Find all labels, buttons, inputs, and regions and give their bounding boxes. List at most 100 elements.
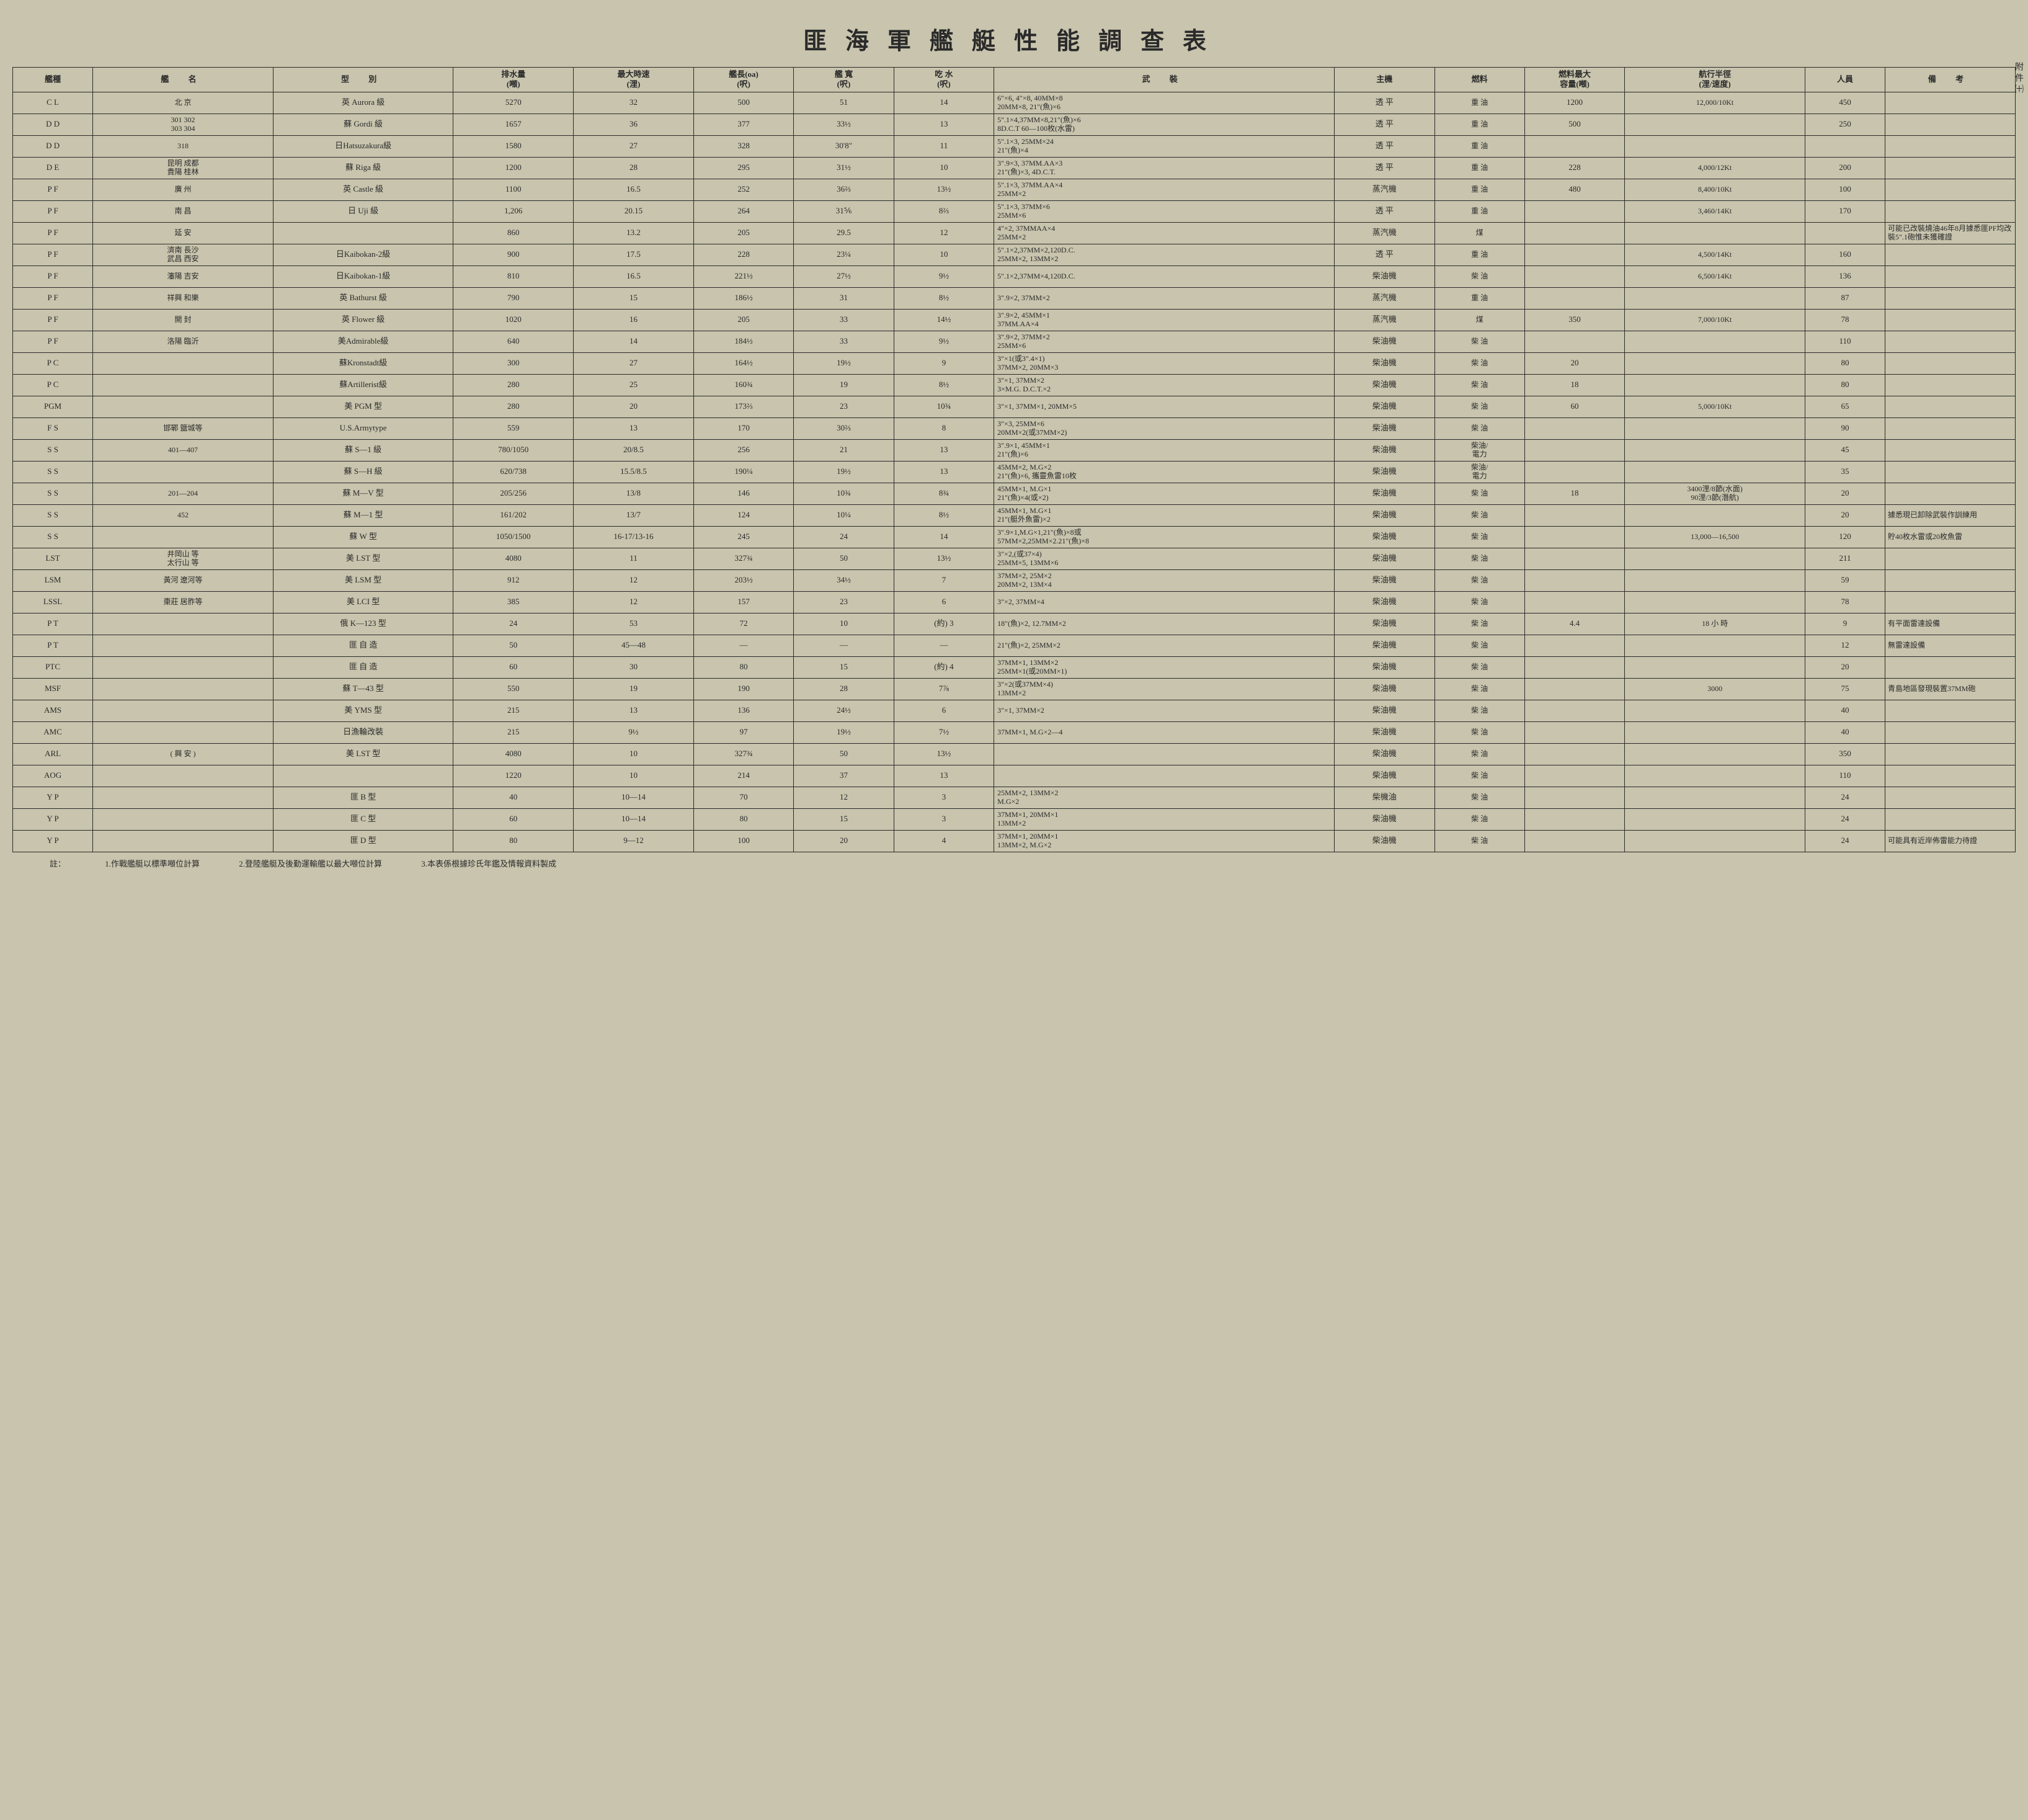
h-arm: 武 裝	[994, 68, 1335, 92]
cell-note: 青島地區發現裝置37MM砲	[1885, 678, 2016, 700]
cell-arm: 3".9×2, 37MM×2	[994, 287, 1335, 309]
cell-speed: 30	[574, 656, 694, 678]
cell-disp: 215	[453, 721, 574, 743]
cell-engine: 柴油機	[1335, 678, 1434, 700]
cell-cap	[1524, 743, 1624, 765]
h-cap: 燃料最大容量(噸)	[1524, 68, 1624, 92]
cell-engine: 柴油機	[1335, 808, 1434, 830]
cell-arm: 37MM×1, 13MM×225MM×1(或20MM×1)	[994, 656, 1335, 678]
table-row: D D318日Hatsuzakura級15802732830'8"115".1×…	[13, 135, 2016, 157]
cell-arm: 3"×1, 37MM×2	[994, 700, 1335, 721]
cell-draft: 7⅞	[894, 678, 994, 700]
h-name: 艦 名	[93, 68, 274, 92]
table-row: P F瀋陽 吉安日Kaibokan-1級81016.5221½27½9½5".1…	[13, 265, 2016, 287]
cell-fuel: 柴 油	[1434, 352, 1524, 374]
cell-loa: 205	[693, 222, 793, 244]
cell-class: 蘇 M—V 型	[273, 483, 453, 504]
cell-fuel: 柴 油	[1434, 374, 1524, 396]
cell-crew: 80	[1805, 352, 1885, 374]
cell-engine: 柴油機	[1335, 331, 1434, 352]
cell-disp: 1657	[453, 114, 574, 135]
cell-cap: 20	[1524, 352, 1624, 374]
table-row: P C蘇Artillerist級28025160¾198½3"×1, 37MM×…	[13, 374, 2016, 396]
cell-draft: 8⅔	[894, 200, 994, 222]
cell-crew: 9	[1805, 613, 1885, 635]
cell-beam: 20	[794, 830, 894, 852]
cell-range	[1625, 808, 1805, 830]
cell-class: 日Kaibokan-1級	[273, 265, 453, 287]
cell-class: 匪 B 型	[273, 787, 453, 808]
cell-class: 英 Aurora 級	[273, 92, 453, 114]
cell-name	[93, 526, 274, 548]
table-row: P F洛陽 臨沂美Admirable級64014184½339½3".9×2, …	[13, 331, 2016, 352]
cell-engine: 柴油機	[1335, 526, 1434, 548]
cell-range: 18 小 時	[1625, 613, 1805, 635]
cell-type: Y P	[13, 787, 93, 808]
table-row: AMC日漁輪改裝2159½9719½7½37MM×1, M.G×2—4柴油機柴 …	[13, 721, 2016, 743]
cell-loa: 328	[693, 135, 793, 157]
table-row: PTC匪 自 造60308015(約) 437MM×1, 13MM×225MM×…	[13, 656, 2016, 678]
cell-draft: 13	[894, 461, 994, 483]
cell-note	[1885, 656, 2016, 678]
h-range: 航行半徑(浬/速度)	[1625, 68, 1805, 92]
table-row: LSM黃河 遼河等美 LSM 型91212203½34½737MM×2, 25M…	[13, 569, 2016, 591]
cell-speed: 16.5	[574, 179, 694, 200]
cell-engine: 蒸汽機	[1335, 222, 1434, 244]
cell-disp: 60	[453, 656, 574, 678]
cell-speed: 19	[574, 678, 694, 700]
cell-range	[1625, 374, 1805, 396]
cell-crew: 78	[1805, 309, 1885, 331]
cell-fuel: 重 油	[1434, 114, 1524, 135]
cell-arm: 6"×6, 4"×8, 40MM×820MM×8, 21"(魚)×6	[994, 92, 1335, 114]
cell-speed: 28	[574, 157, 694, 179]
cell-fuel: 柴 油	[1434, 504, 1524, 526]
cell-crew: 75	[1805, 678, 1885, 700]
cell-type: LSM	[13, 569, 93, 591]
cell-arm: 5".1×3, 37MM.AA×425MM×2	[994, 179, 1335, 200]
cell-beam: 24½	[794, 700, 894, 721]
h-crew: 人員	[1805, 68, 1885, 92]
table-row: P F開 封英 Flower 級1020162053314½3".9×2, 45…	[13, 309, 2016, 331]
cell-fuel: 柴 油	[1434, 613, 1524, 635]
cell-crew: 90	[1805, 417, 1885, 439]
cell-beam: —	[794, 635, 894, 656]
cell-fuel: 柴 油	[1434, 548, 1524, 569]
cell-note	[1885, 396, 2016, 417]
cell-engine: 柴油機	[1335, 830, 1434, 852]
cell-fuel: 重 油	[1434, 287, 1524, 309]
cell-crew: 40	[1805, 700, 1885, 721]
table-row: S S452蘇 M—1 型161/20213/712410¼8½45MM×1, …	[13, 504, 2016, 526]
cell-disp: 620/738	[453, 461, 574, 483]
cell-cap	[1524, 417, 1624, 439]
cell-note	[1885, 179, 2016, 200]
cell-engine: 柴油機	[1335, 569, 1434, 591]
cell-note	[1885, 244, 2016, 265]
cell-disp: 1220	[453, 765, 574, 787]
cell-class: 美 LSM 型	[273, 569, 453, 591]
cell-arm	[994, 743, 1335, 765]
side-label: 附件㈩	[2012, 62, 2024, 96]
cell-fuel: 柴 油	[1434, 808, 1524, 830]
cell-arm: 37MM×1, 20MM×113MM×2	[994, 808, 1335, 830]
table-row: P F南 昌日 Uji 級1,20620.1526431⅚8⅔5".1×3, 3…	[13, 200, 2016, 222]
cell-beam: 31	[794, 287, 894, 309]
cell-cap: 4.4	[1524, 613, 1624, 635]
cell-beam: 19	[794, 374, 894, 396]
cell-note	[1885, 92, 2016, 114]
cell-range	[1625, 417, 1805, 439]
cell-crew: 40	[1805, 721, 1885, 743]
cell-crew: 110	[1805, 331, 1885, 352]
cell-name: 延 安	[93, 222, 274, 244]
cell-cap	[1524, 526, 1624, 548]
cell-beam: 51	[794, 92, 894, 114]
cell-cap	[1524, 635, 1624, 656]
cell-speed: 13	[574, 417, 694, 439]
cell-engine: 透 平	[1335, 92, 1434, 114]
h-loa: 艦長(oa)(呎)	[693, 68, 793, 92]
table-row: P C蘇Kronstadt級30027164½19½93"×1(或3".4×1)…	[13, 352, 2016, 374]
cell-engine: 柴油機	[1335, 700, 1434, 721]
cell-engine: 柴機油	[1335, 787, 1434, 808]
cell-fuel: 柴油/電力	[1434, 461, 1524, 483]
cell-name	[93, 787, 274, 808]
cell-type: P F	[13, 179, 93, 200]
